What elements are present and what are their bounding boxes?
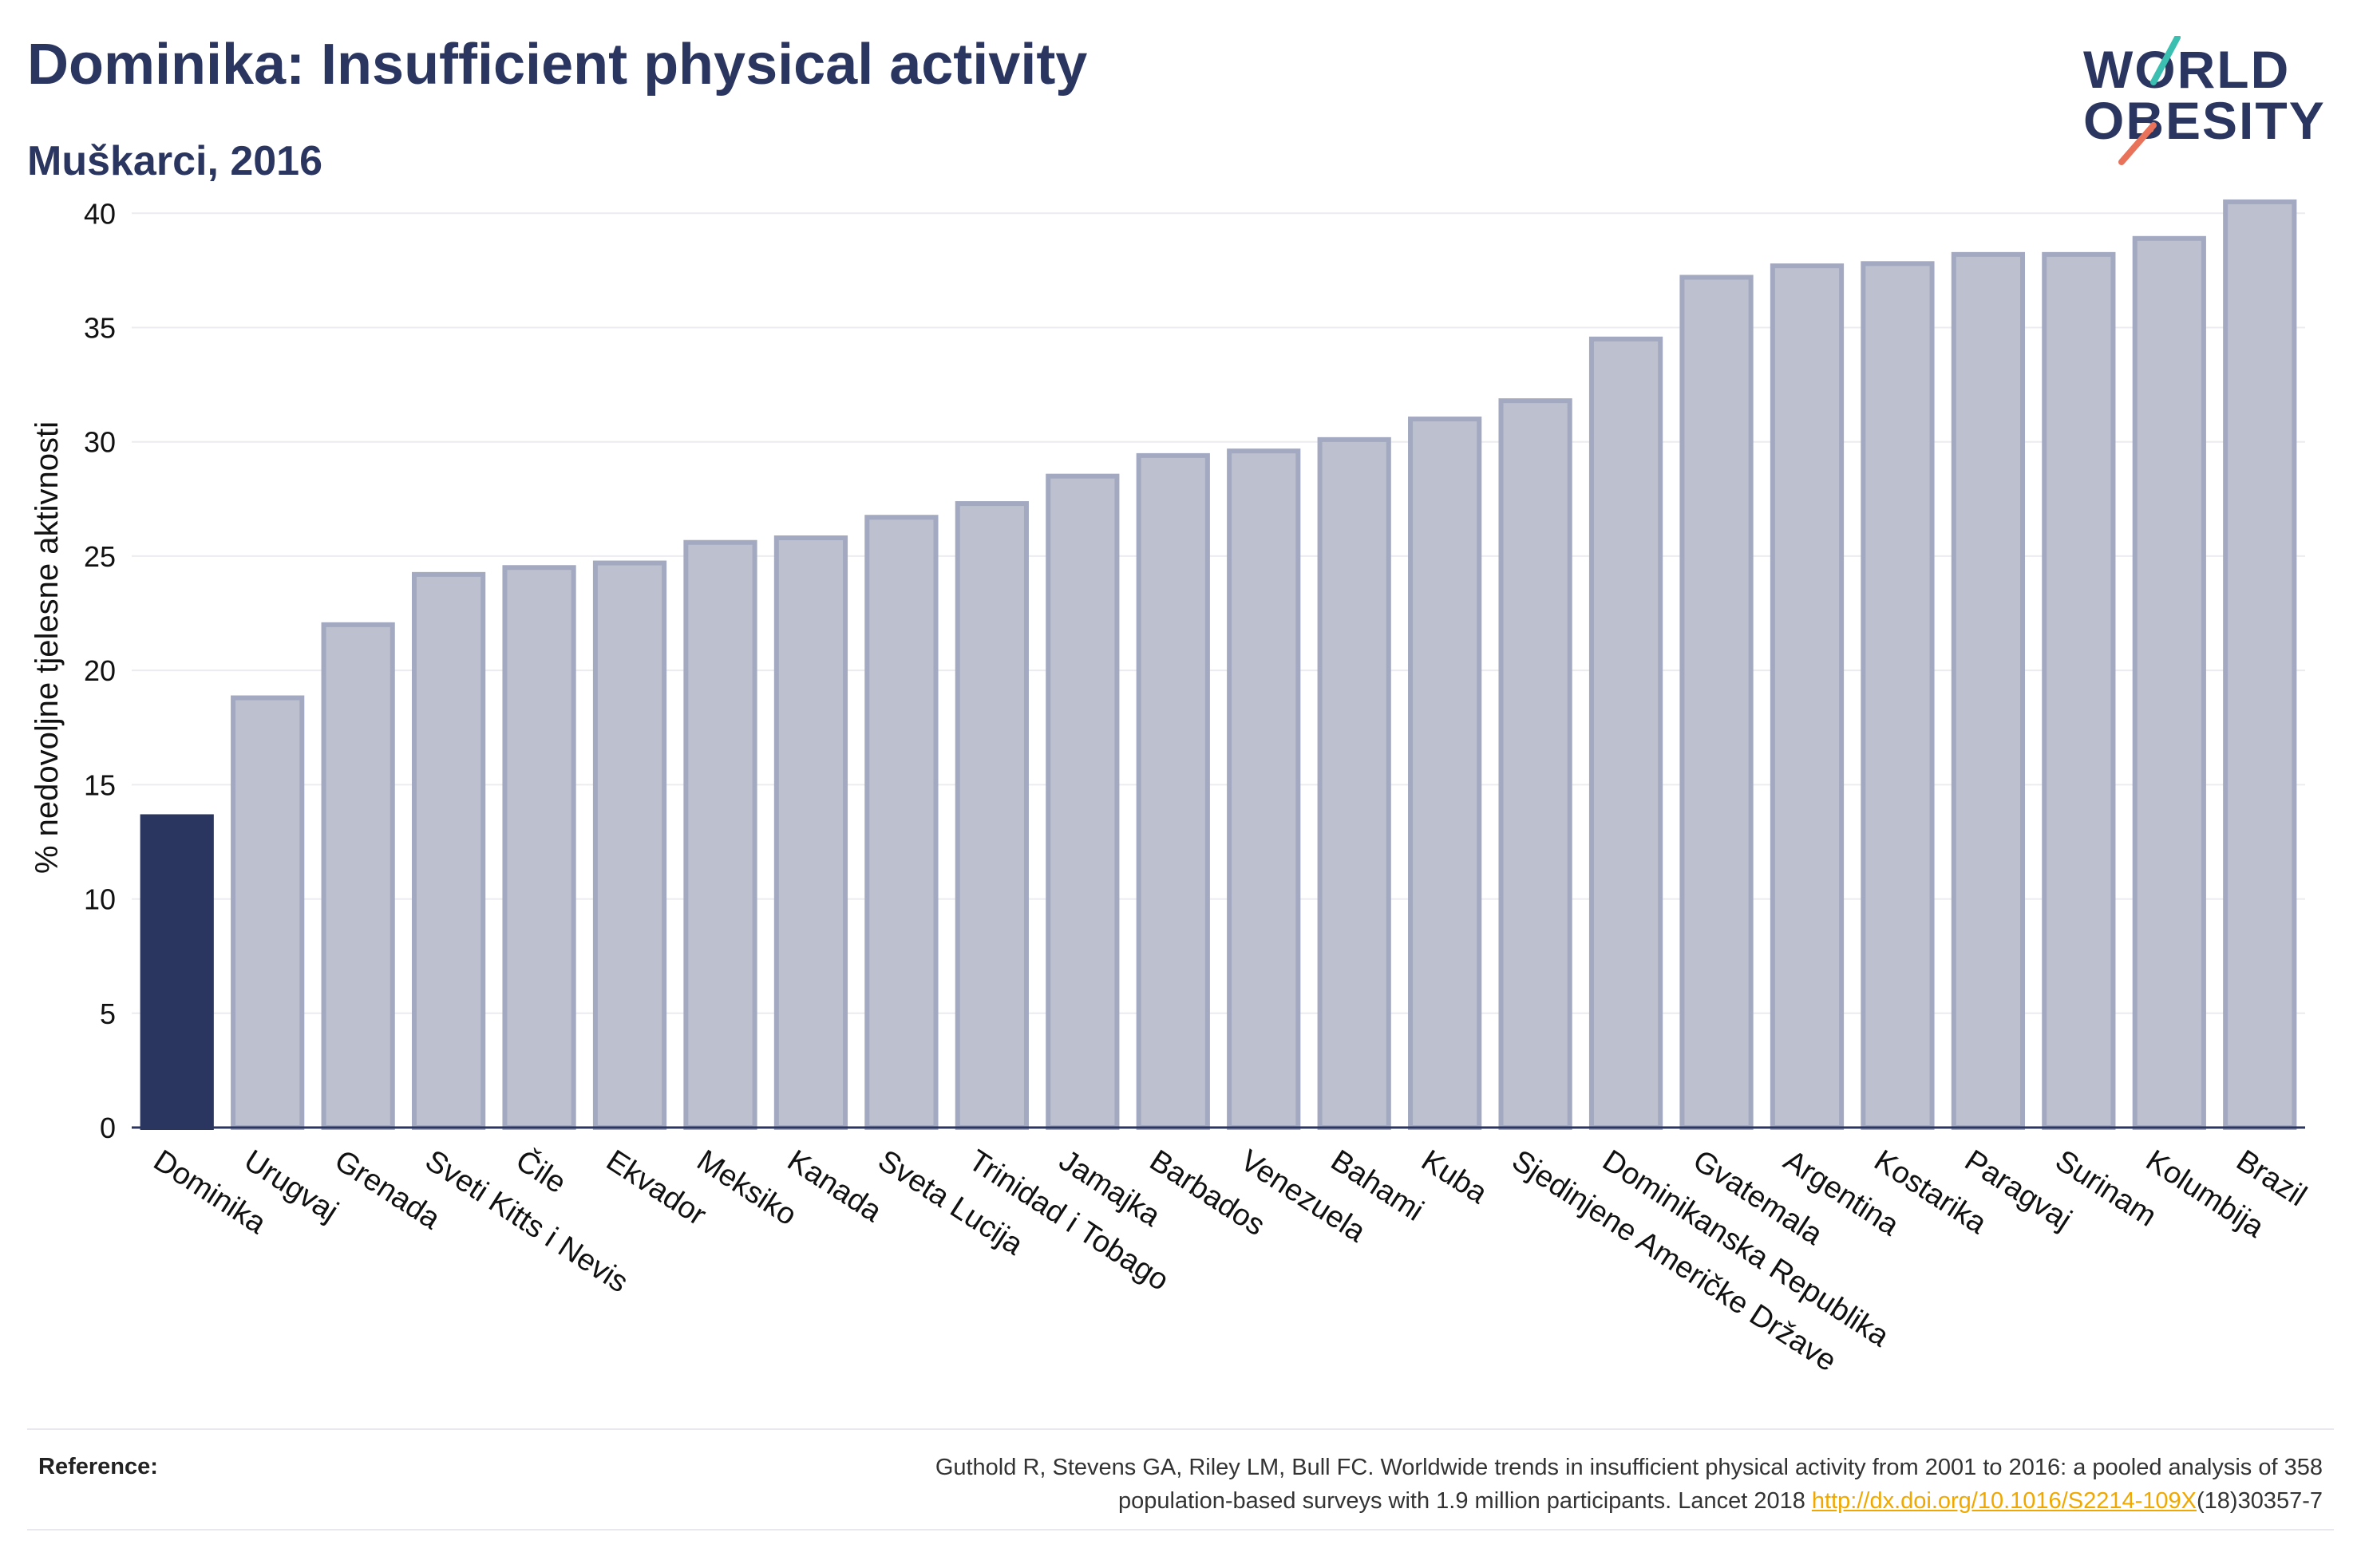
y-tick-label: 25 [84, 540, 116, 573]
bar-dominika [140, 814, 214, 1130]
bar-argentina [1770, 263, 1845, 1130]
bar-čile [502, 565, 576, 1130]
y-tick-labels: 0 5 10 15 20 25 30 35 40 [84, 197, 116, 1144]
bar-gvatemala [1679, 274, 1754, 1130]
y-tick-label: 20 [84, 654, 116, 687]
bar-trinidad-i-tobago [955, 501, 1029, 1130]
y-axis-label: % nedovoljne tjelesne aktivnosti [30, 421, 65, 874]
bars [140, 199, 2297, 1131]
bar-paragvaj [1951, 251, 2026, 1130]
reference-line-2-end: (18)30357-7 [2197, 1488, 2323, 1514]
bar-kostarika [1861, 261, 1935, 1130]
bar-sveti-kitts-i-nevis [411, 571, 486, 1130]
bar-sveta-lucija [864, 515, 939, 1130]
logo-line-1: WORLD [2083, 40, 2291, 99]
logo-line-2: OBESITY [2083, 91, 2326, 150]
bar-dominikanska-republika [1588, 336, 1663, 1131]
bar-kuba [1408, 417, 1482, 1130]
reference-line-2: population-based surveys with 1.9 millio… [1118, 1488, 1812, 1514]
bar-brazil [2223, 199, 2297, 1131]
bar-venezuela [1227, 448, 1301, 1130]
bar-bahami [1317, 436, 1391, 1130]
y-tick-label: 35 [84, 312, 116, 345]
bar-urugvaj [231, 695, 305, 1130]
bar-jamajka [1046, 473, 1120, 1130]
reference-label: Reference: [38, 1454, 158, 1479]
world-obesity-logo: WORLD OBESITY [2083, 36, 2347, 172]
y-tick-label: 40 [84, 197, 116, 230]
x-tick-label: Meksiko [691, 1143, 803, 1232]
bar-kolumbija [2132, 235, 2206, 1130]
reference-box: Reference: Guthold R, Stevens GA, Riley … [27, 1428, 2334, 1530]
bar-grenada [321, 622, 395, 1130]
bar-barbados [1136, 452, 1210, 1130]
bar-ekvador [592, 560, 667, 1130]
reference-line-1: Guthold R, Stevens GA, Riley LM, Bull FC… [935, 1455, 2323, 1480]
x-tick-label: Kanada [781, 1143, 888, 1229]
y-tick-label: 10 [84, 883, 116, 916]
bar-sjedinjene-američke-države [1498, 398, 1572, 1130]
reference-text: Guthold R, Stevens GA, Riley LM, Bull FC… [527, 1451, 2323, 1518]
bar-meksiko [683, 539, 757, 1130]
bar-chart: 0 5 10 15 20 25 30 35 40 DominikaUrugvajGrenadaS… [30, 197, 2312, 1379]
reference-doi-link[interactable]: http://dx.doi.org/10.1016/S2214-109X [1811, 1488, 2197, 1514]
chart-title: Dominika: Insufficient physical activity [27, 33, 1088, 97]
y-tick-label: 0 [100, 1112, 116, 1144]
x-tick-label: Čile [510, 1143, 573, 1201]
y-tick-label: 15 [84, 768, 116, 801]
logo-slash-icon [2118, 36, 2181, 165]
x-tick-label: Ekvador [600, 1143, 712, 1232]
y-tick-label: 30 [84, 426, 116, 459]
chart-subtitle: Muškarci, 2016 [27, 138, 323, 184]
y-tick-label: 5 [100, 997, 116, 1030]
bar-kanada [773, 535, 848, 1130]
bar-surinam [2042, 251, 2116, 1130]
